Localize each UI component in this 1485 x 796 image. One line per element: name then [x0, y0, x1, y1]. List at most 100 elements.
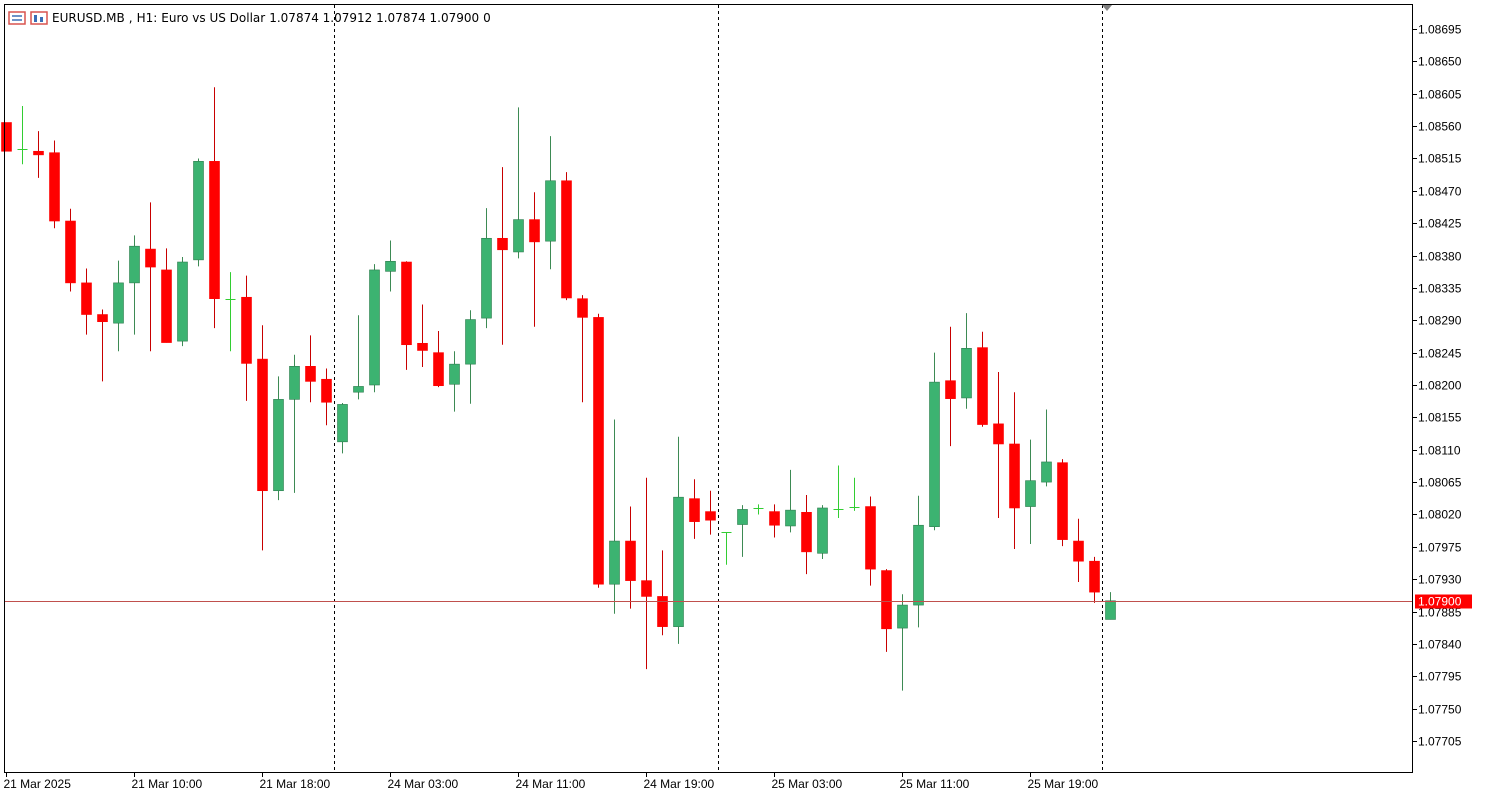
candle-body: [705, 511, 716, 521]
candle[interactable]: [65, 208, 76, 292]
candle[interactable]: [401, 261, 412, 370]
candle[interactable]: [881, 569, 892, 652]
candle[interactable]: [177, 256, 188, 347]
candle-body: [481, 237, 492, 319]
candle[interactable]: [193, 158, 204, 267]
candles: [1, 87, 1116, 691]
candle[interactable]: [593, 313, 604, 588]
candle[interactable]: [609, 419, 620, 614]
candle[interactable]: [273, 376, 284, 501]
candle[interactable]: [865, 496, 876, 586]
candle-body: [465, 319, 476, 365]
candle[interactable]: [209, 87, 220, 329]
candle[interactable]: [945, 326, 956, 447]
chart-bars-icon[interactable]: [30, 11, 48, 25]
current-price-tag: [1415, 594, 1472, 609]
candle[interactable]: [1009, 392, 1020, 549]
candle[interactable]: [225, 272, 236, 352]
candle[interactable]: [417, 304, 428, 368]
y-tick-label: 1.08605: [1418, 88, 1462, 102]
candle[interactable]: [705, 490, 716, 535]
candle[interactable]: [1105, 592, 1116, 620]
candle[interactable]: [1025, 439, 1036, 544]
chart-frame: [4, 4, 1413, 773]
candle[interactable]: [689, 479, 700, 539]
candle[interactable]: [769, 504, 780, 538]
chart-shift-marker[interactable]: [1102, 5, 1112, 11]
candle-body: [241, 296, 252, 364]
candle[interactable]: [385, 240, 396, 292]
candle[interactable]: [625, 506, 636, 609]
candle[interactable]: [513, 107, 524, 259]
candle[interactable]: [897, 594, 908, 691]
candle-body: [673, 496, 684, 627]
candle-body: [993, 423, 1004, 445]
candle[interactable]: [241, 275, 252, 401]
y-tick-label: 1.07795: [1418, 670, 1462, 684]
candle[interactable]: [257, 325, 268, 551]
candle[interactable]: [977, 331, 988, 427]
candle[interactable]: [497, 167, 508, 345]
candle[interactable]: [833, 465, 844, 519]
candle[interactable]: [545, 136, 556, 270]
candle-body: [593, 317, 604, 585]
candle[interactable]: [641, 477, 652, 670]
candle[interactable]: [817, 505, 828, 560]
candle[interactable]: [289, 354, 300, 493]
candle[interactable]: [81, 268, 92, 335]
candle[interactable]: [993, 372, 1004, 519]
candle-body: [929, 381, 940, 527]
candle[interactable]: [673, 436, 684, 644]
candle[interactable]: [721, 532, 732, 565]
candle-body: [1, 122, 12, 152]
candle-body: [1089, 560, 1100, 593]
candle[interactable]: [785, 469, 796, 533]
candle[interactable]: [657, 550, 668, 636]
candle-body: [769, 511, 780, 526]
candle[interactable]: [321, 368, 332, 426]
candle-body: [817, 507, 828, 554]
candle[interactable]: [561, 172, 572, 301]
candle[interactable]: [1073, 518, 1084, 583]
candle[interactable]: [449, 351, 460, 412]
x-tick-label: 21 Mar 2025: [4, 777, 72, 791]
candle[interactable]: [529, 192, 540, 327]
candle[interactable]: [369, 264, 380, 393]
candle[interactable]: [753, 504, 764, 515]
candle[interactable]: [929, 352, 940, 531]
candle[interactable]: [161, 248, 172, 343]
y-tick-label: 1.07885: [1418, 606, 1462, 620]
candle[interactable]: [1, 122, 12, 152]
y-tick-label: 1.08470: [1418, 185, 1462, 199]
candle[interactable]: [433, 331, 444, 388]
y-tick-label: 1.08650: [1418, 55, 1462, 69]
candle[interactable]: [961, 313, 972, 409]
day-separators: [334, 5, 1103, 772]
candle[interactable]: [1089, 556, 1100, 603]
candle[interactable]: [49, 140, 60, 229]
candle[interactable]: [465, 310, 476, 404]
candle[interactable]: [353, 315, 364, 400]
candle[interactable]: [801, 495, 812, 575]
candle-body: [545, 180, 556, 242]
candle[interactable]: [97, 309, 108, 382]
candle[interactable]: [481, 208, 492, 329]
candle[interactable]: [913, 495, 924, 628]
candle[interactable]: [113, 260, 124, 352]
candle[interactable]: [145, 202, 156, 352]
candle[interactable]: [17, 105, 28, 165]
candle[interactable]: [33, 131, 44, 178]
candle[interactable]: [305, 335, 316, 403]
candle[interactable]: [577, 295, 588, 403]
candle[interactable]: [737, 505, 748, 557]
candle[interactable]: [849, 477, 860, 511]
candle[interactable]: [1041, 409, 1052, 487]
y-tick-label: 1.08155: [1418, 411, 1462, 425]
chart-list-icon[interactable]: [8, 11, 26, 25]
candle[interactable]: [1057, 459, 1068, 547]
candle[interactable]: [129, 235, 140, 335]
candle-body: [417, 342, 428, 351]
candle-body: [129, 245, 140, 284]
candle[interactable]: [337, 402, 348, 454]
